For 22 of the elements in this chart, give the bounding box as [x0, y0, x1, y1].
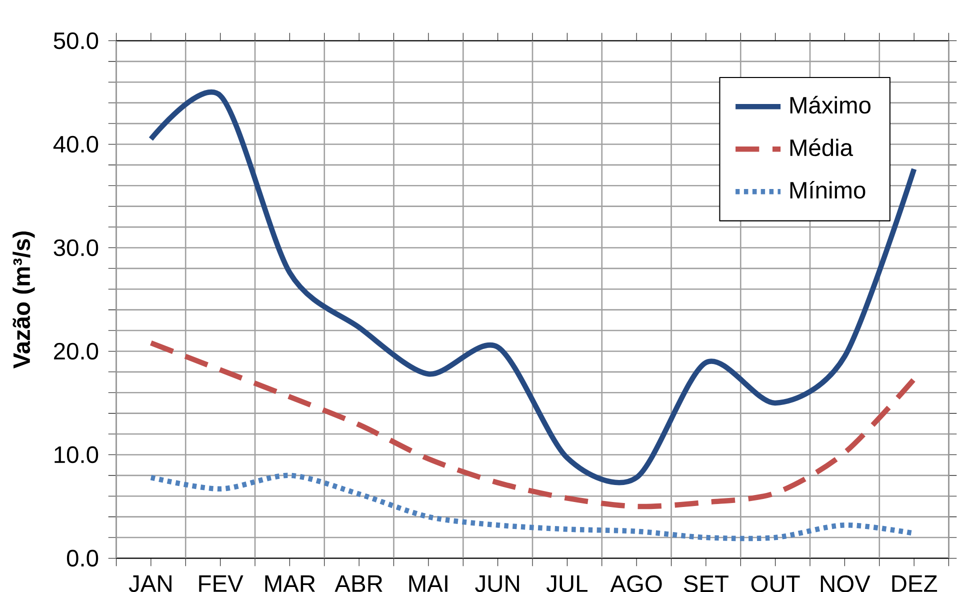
legend-label: Mínimo — [790, 180, 866, 199]
y-tick-label: 20.0 — [54, 342, 98, 360]
x-tick-label: OUT — [751, 575, 800, 592]
y-axis-title: Vazão (m³/s) — [12, 231, 35, 369]
x-tick-label: MAR — [265, 575, 315, 592]
x-tick-label: AGO — [610, 575, 662, 592]
x-tick-label: DEZ — [892, 575, 938, 592]
x-tick-label: JAN — [128, 575, 172, 592]
x-tick-label: JUL — [546, 575, 588, 592]
x-tick-label: FEV — [199, 575, 244, 592]
legend-label: Média — [790, 138, 854, 156]
y-tick-label: 0.0 — [66, 550, 98, 567]
x-tick-label: MAI — [409, 575, 448, 592]
x-tick-label: JUN — [475, 575, 519, 592]
y-tick-label: 30.0 — [54, 239, 98, 256]
legend-label: Máximo — [790, 96, 870, 114]
y-tick-label: 40.0 — [53, 136, 98, 153]
x-tick-label: NOV — [820, 575, 870, 592]
x-tick-label: SET — [684, 575, 728, 592]
y-tick-label: 10.0 — [54, 446, 98, 464]
x-tick-label: ABR — [334, 575, 382, 592]
y-tick-label: 50.0 — [54, 32, 98, 50]
